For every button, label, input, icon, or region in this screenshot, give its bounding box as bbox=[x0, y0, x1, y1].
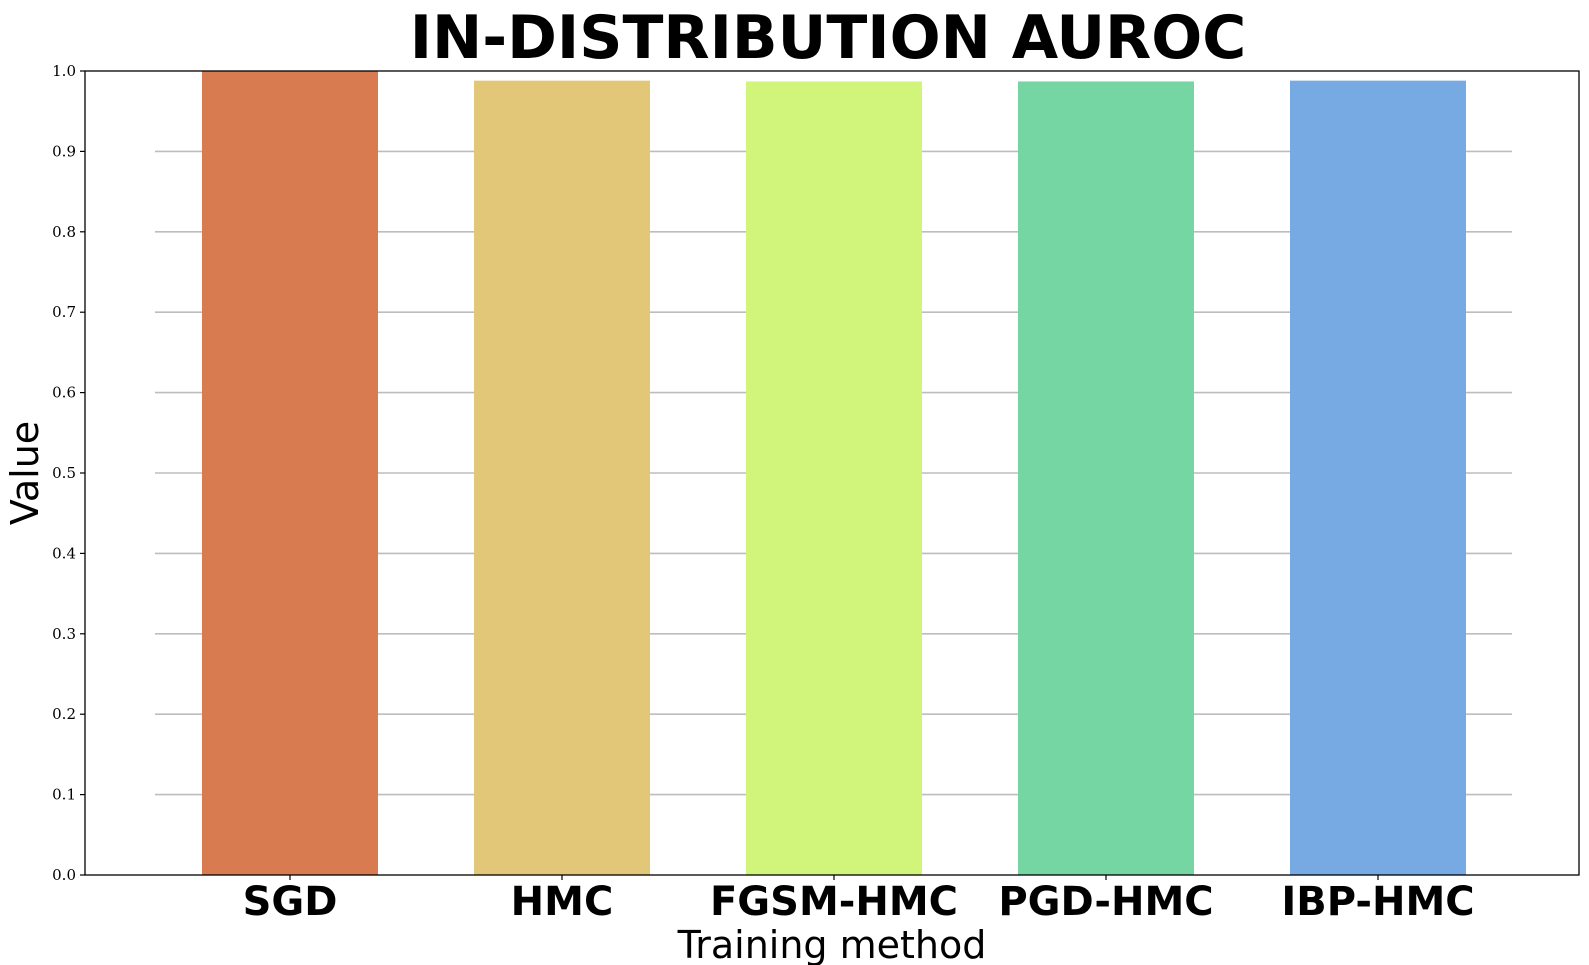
x-axis: SGD HMC FGSM-HMC PGD-HMC IBP-HMC bbox=[243, 875, 1475, 925]
x-tick-label: PGD-HMC bbox=[998, 879, 1213, 925]
bar-hmc bbox=[474, 80, 650, 875]
bar-sgd bbox=[202, 71, 378, 875]
bar-pgd-hmc bbox=[1018, 81, 1194, 875]
x-axis-label: Training method bbox=[677, 923, 987, 965]
y-tick-label: 0.2 bbox=[52, 705, 76, 723]
chart-title: IN-DISTRIBUTION AUROC bbox=[410, 3, 1247, 73]
y-tick-label: 0.6 bbox=[52, 384, 76, 402]
x-tick-label: SGD bbox=[243, 879, 338, 925]
y-tick-label: 0.3 bbox=[52, 625, 76, 643]
x-tick-label: IBP-HMC bbox=[1281, 879, 1474, 925]
y-tick-label: 0.9 bbox=[52, 142, 76, 160]
x-tick-label: FGSM-HMC bbox=[710, 879, 958, 925]
y-tick-label: 0.7 bbox=[52, 303, 76, 321]
y-tick-label: 0.5 bbox=[52, 464, 76, 482]
x-tick-label: HMC bbox=[511, 879, 614, 925]
y-axis-label: Value bbox=[3, 421, 47, 525]
y-tick-label: 0.4 bbox=[52, 544, 76, 562]
bars bbox=[202, 71, 1466, 875]
y-tick-label: 0.0 bbox=[52, 866, 76, 884]
y-tick-label: 1.0 bbox=[52, 62, 76, 80]
bar-ibp-hmc bbox=[1290, 80, 1466, 875]
y-tick-label: 0.1 bbox=[52, 786, 76, 804]
bar-fgsm-hmc bbox=[746, 81, 922, 875]
y-tick-label: 0.8 bbox=[52, 223, 76, 241]
y-axis: 0.0 0.1 0.2 0.3 0.4 0.5 0.6 0.7 0.8 0.9 1.0 bbox=[52, 62, 85, 884]
